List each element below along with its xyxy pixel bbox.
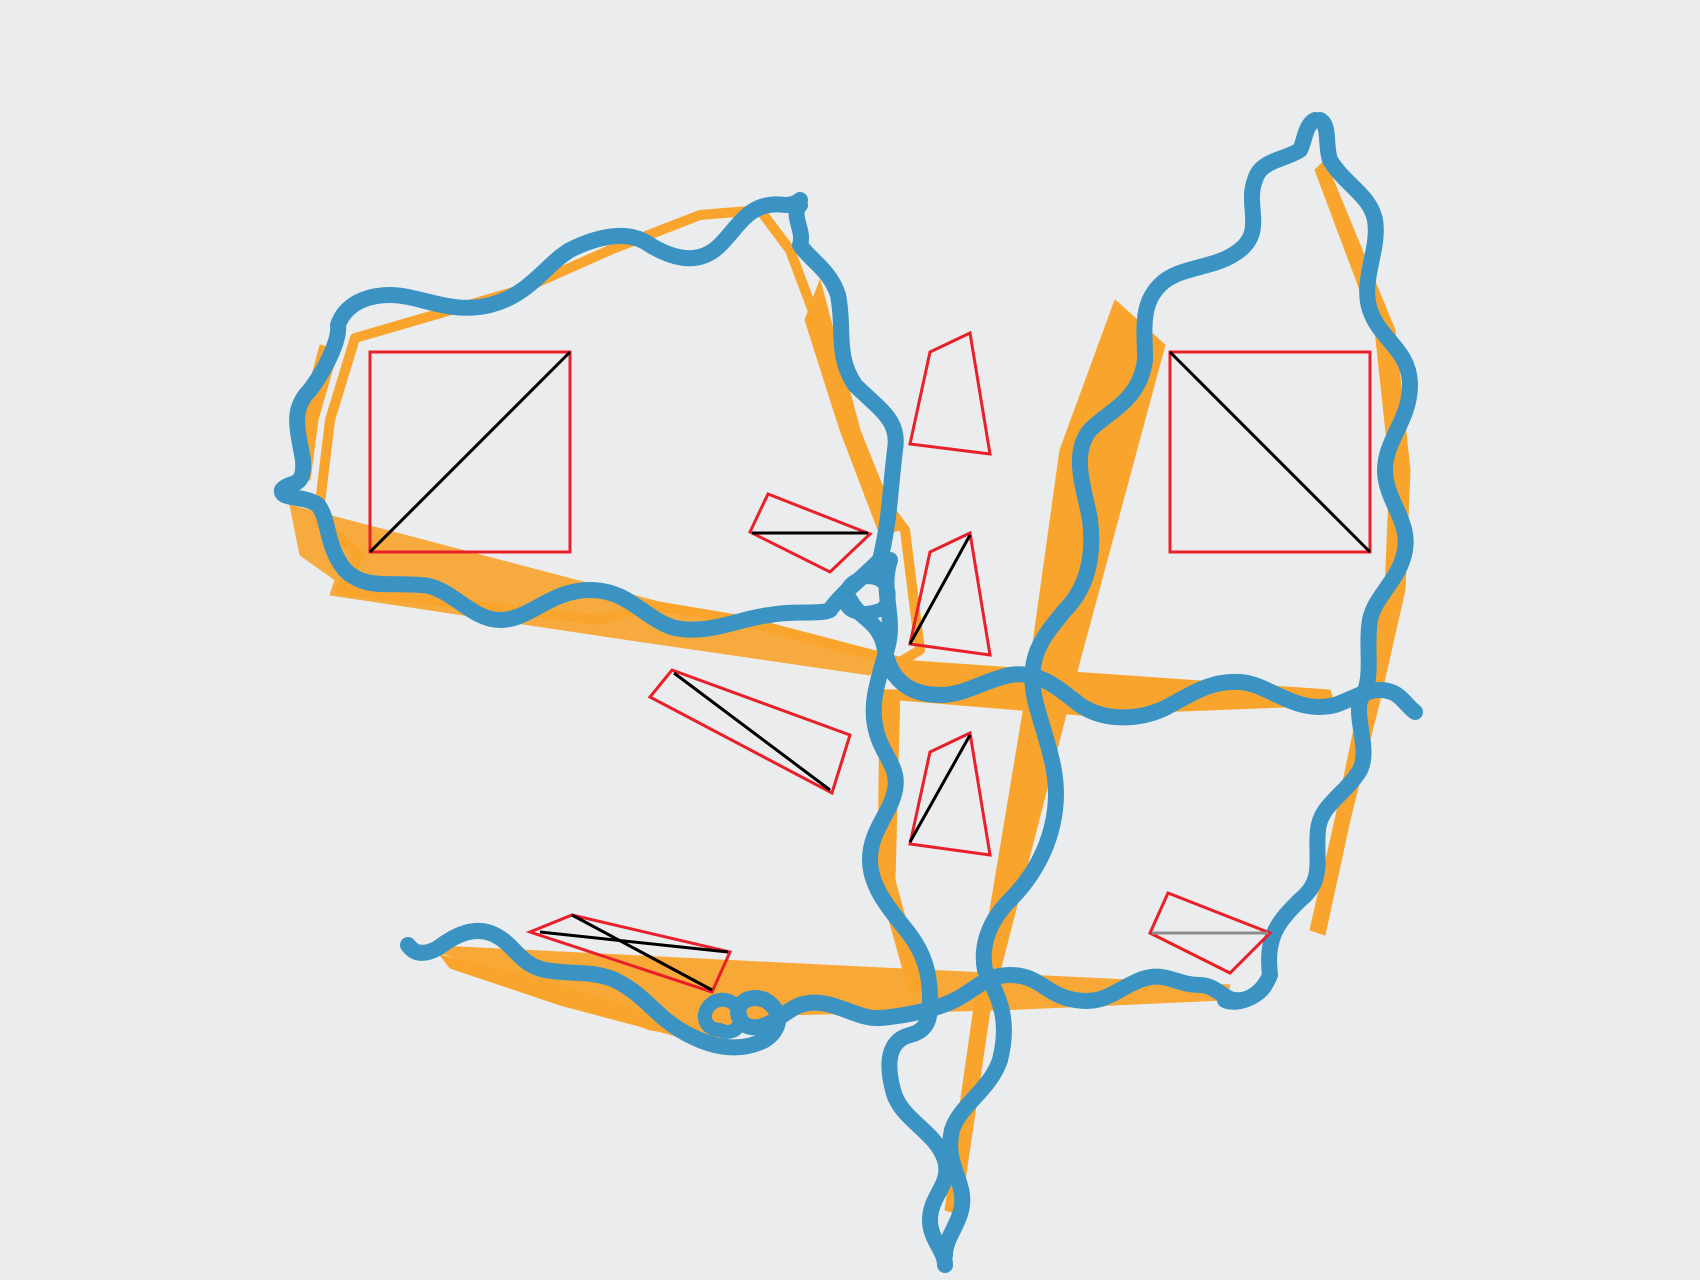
blue-wavy-paths — [274, 112, 1423, 1273]
marker-quad-bottom-right-outline — [1148, 891, 1273, 975]
marker-quad-bottom-right — [1148, 891, 1273, 975]
marker-quad-mid-left-outline — [748, 492, 873, 574]
marker-trapezoid-center-1-outline — [908, 530, 992, 657]
marker-square-left-diagonal — [368, 350, 572, 554]
marker-quad-bottom-left — [525, 913, 733, 994]
marker-trapezoid-center-2 — [908, 730, 992, 857]
marker-quad-mid-left — [748, 492, 873, 574]
marker-trapezoid-center-1 — [908, 530, 992, 657]
marker-trapezoid-center-2-diagonal — [908, 734, 972, 843]
blue-path-bottom — [400, 923, 1273, 1056]
marker-quad-bottom-left-diagonal-a — [571, 913, 713, 992]
blue-path-center-vertical-b — [937, 962, 1013, 1263]
blue-path-right-loop — [975, 112, 1323, 978]
marker-trapezoid-center-1-diagonal — [908, 534, 972, 645]
marker-quad-tilted-long — [647, 668, 852, 796]
blue-path-right-loop-outer — [1217, 112, 1418, 1010]
blue-path-bottom-small-loop — [697, 992, 748, 1039]
marker-square-right-diagonal — [1168, 350, 1372, 554]
red-quad-markers — [368, 330, 1372, 994]
marker-trapezoid-top — [908, 330, 992, 456]
orange-shape-right-edge — [1309, 159, 1411, 936]
marker-quad-tilted-long-diagonal — [673, 671, 831, 792]
blue-path-crossbar — [842, 592, 1423, 726]
marker-trapezoid-center-2-outline — [908, 730, 992, 857]
marker-square-right — [1168, 350, 1372, 554]
marker-quad-tilted-long-outline — [647, 668, 852, 796]
marker-square-left — [368, 350, 572, 554]
marker-quad-bottom-left-diagonal-b — [539, 930, 729, 954]
marker-square-left-outline — [368, 350, 572, 554]
blue-path-top-left-loop — [274, 192, 904, 638]
marker-quad-bottom-left-outline — [525, 913, 733, 994]
